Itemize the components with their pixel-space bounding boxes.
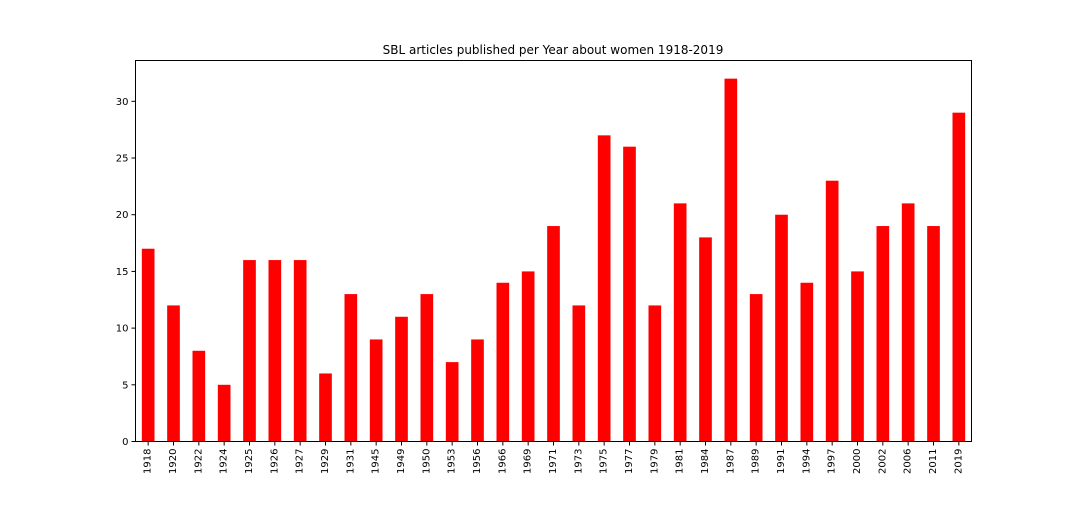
x-tick-label-1949: 1949 xyxy=(396,449,407,474)
x-tick-label-1920: 1920 xyxy=(168,449,179,474)
bar-1966 xyxy=(496,282,510,442)
plot-frame xyxy=(135,60,972,442)
x-tick-label-1918: 1918 xyxy=(143,449,154,474)
x-tick-label-1925: 1925 xyxy=(244,449,255,474)
bar-1969 xyxy=(521,271,535,442)
bar-1929 xyxy=(319,373,332,442)
x-tick-label-1984: 1984 xyxy=(700,449,711,474)
bar-1979 xyxy=(648,305,662,442)
x-tick-label-1966: 1966 xyxy=(497,449,508,474)
bar-1971 xyxy=(547,226,560,442)
x-tick-label-1994: 1994 xyxy=(801,449,812,474)
bars-group xyxy=(141,78,966,442)
bar-1927 xyxy=(293,260,307,442)
bar-1991 xyxy=(775,214,788,442)
bar-1925 xyxy=(243,260,256,442)
bar-2002 xyxy=(876,226,890,442)
bar-1918 xyxy=(141,248,155,442)
bar-2000 xyxy=(851,271,864,442)
x-tick-label-1929: 1929 xyxy=(320,449,331,474)
x-tick-label-1950: 1950 xyxy=(421,449,432,474)
y-tick-label-25: 25 xyxy=(116,154,129,165)
x-tick-label-1971: 1971 xyxy=(548,449,559,474)
bar-1956 xyxy=(471,339,484,442)
bar-1975 xyxy=(597,135,611,442)
bar-2006 xyxy=(901,203,915,442)
bar-1949 xyxy=(395,316,408,442)
x-tick-label-1926: 1926 xyxy=(269,449,280,474)
bar-1977 xyxy=(623,146,636,442)
x-tick-label-1987: 1987 xyxy=(725,449,736,474)
bar-1924 xyxy=(217,384,231,442)
x-tick-label-1989: 1989 xyxy=(751,449,762,474)
y-tick-label-5: 5 xyxy=(122,380,128,391)
bar-1945 xyxy=(369,339,383,442)
y-axis: 0 5 10 15 20 25 30 xyxy=(116,97,136,448)
bar-1994 xyxy=(800,282,814,442)
x-tick-label-1979: 1979 xyxy=(649,449,660,474)
y-tick-label-10: 10 xyxy=(116,324,129,335)
bar-1926 xyxy=(268,260,282,442)
x-tick-label-1973: 1973 xyxy=(573,449,584,474)
y-tick-label-0: 0 xyxy=(122,437,128,448)
y-tick-label-15: 15 xyxy=(116,267,129,278)
x-tick-label-1922: 1922 xyxy=(193,449,204,474)
x-tick-label-1953: 1953 xyxy=(447,449,458,474)
x-tick-label-2019: 2019 xyxy=(953,449,964,474)
x-tick-label-1927: 1927 xyxy=(295,449,306,474)
x-tick-label-1945: 1945 xyxy=(371,449,382,474)
x-tick-label-2000: 2000 xyxy=(852,449,863,474)
x-tick-label-1991: 1991 xyxy=(776,449,787,474)
x-tick-label-2002: 2002 xyxy=(877,449,888,474)
chart-title: SBL articles published per Year about wo… xyxy=(383,43,724,57)
bar-1920 xyxy=(167,305,180,442)
bar-2011 xyxy=(927,226,940,442)
y-tick-label-30: 30 xyxy=(116,97,129,108)
x-tick-label-1956: 1956 xyxy=(472,449,483,474)
bar-1984 xyxy=(699,237,712,442)
bar-1981 xyxy=(673,203,687,442)
bar-1950 xyxy=(420,294,434,442)
x-tick-label-1924: 1924 xyxy=(219,449,230,474)
bar-1973 xyxy=(572,305,586,442)
x-tick-label-2006: 2006 xyxy=(903,449,914,474)
x-tick-label-1997: 1997 xyxy=(827,449,838,474)
bar-1987 xyxy=(724,78,738,442)
x-tick-label-2011: 2011 xyxy=(928,449,939,474)
bar-1997 xyxy=(825,180,839,442)
bar-1922 xyxy=(192,350,206,442)
bar-1931 xyxy=(344,294,358,442)
x-tick-label-1981: 1981 xyxy=(675,449,686,474)
bar-1989 xyxy=(749,294,763,442)
x-tick-label-1977: 1977 xyxy=(624,449,635,474)
x-tick-label-1931: 1931 xyxy=(345,449,356,474)
y-tick-label-20: 20 xyxy=(116,210,129,221)
x-tick-label-1975: 1975 xyxy=(599,449,610,474)
x-tick-label-1969: 1969 xyxy=(523,449,534,474)
bar-1953 xyxy=(445,362,459,442)
bar-2019 xyxy=(952,112,966,442)
x-axis: 1918 1920 1922 1924 1925 1926 1927 1929 1931 1945… xyxy=(143,441,964,474)
